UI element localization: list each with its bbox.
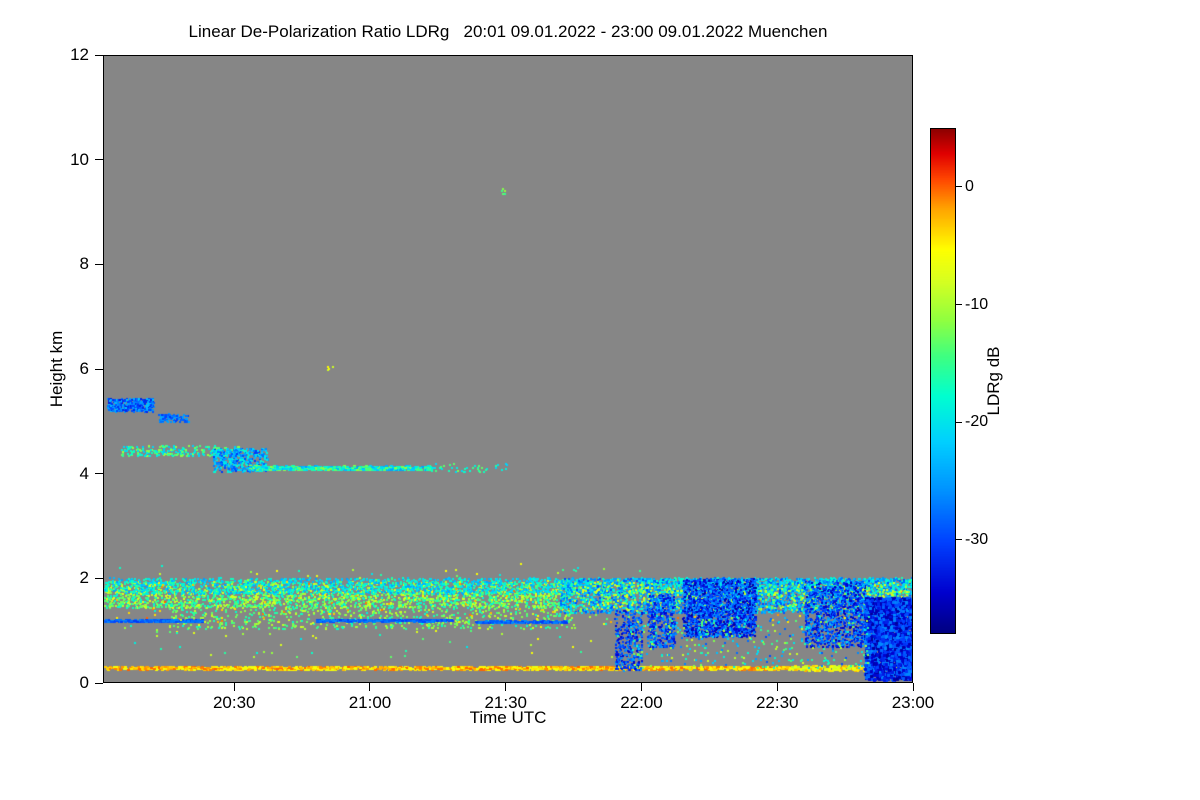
x-tick-label: 23:00 [891,693,935,712]
heatmap-canvas [103,55,913,683]
x-tick-label: 21:00 [348,693,392,712]
x-tick-mark [369,683,371,691]
y-tick-label: 4 [79,463,89,483]
x-axis-label: Time UTC [469,708,547,727]
y-tick-label: 10 [70,149,89,169]
colorbar-gradient [930,128,956,634]
chart-title: Linear De-Polarization Ratio LDRg 20:01 … [188,22,828,41]
x-tick-mark [505,683,507,691]
x-tick-label: 21:30 [484,693,527,712]
colorbar-tick-label: 0 [965,177,974,195]
colorbar-tick-mark [956,304,962,305]
x-tick-mark [233,683,235,691]
y-tick-mark [95,368,103,370]
y-tick-label: 0 [79,673,89,692]
y-tick-mark [95,577,103,579]
colorbar-tick-mark [956,186,962,188]
colorbar-tick-label: -10 [965,295,989,313]
y-tick-mark [95,682,103,684]
colorbar-tick-mark [956,539,962,541]
x-tick-mark [912,683,914,691]
colorbar-tick-mark [956,421,962,423]
x-tick-mark [776,683,778,691]
y-tick-mark [95,54,103,56]
y-tick-label: 6 [79,359,89,378]
y-tick-label: 12 [70,45,89,64]
x-tick-label: 22:00 [620,693,663,712]
colorbar-label: LDRg dB [984,346,1003,416]
x-tick-label: 22:30 [755,693,799,712]
colorbar-tick-label: -30 [965,530,989,548]
y-tick-mark [95,159,103,161]
y-tick-label: 2 [79,568,89,588]
y-tick-mark [95,473,103,475]
y-tick-mark [95,263,103,265]
x-tick-mark [640,683,642,691]
y-tick-label: 8 [79,254,89,274]
colorbar-tick-label: -20 [965,413,989,431]
x-tick-label: 20:30 [212,693,256,712]
